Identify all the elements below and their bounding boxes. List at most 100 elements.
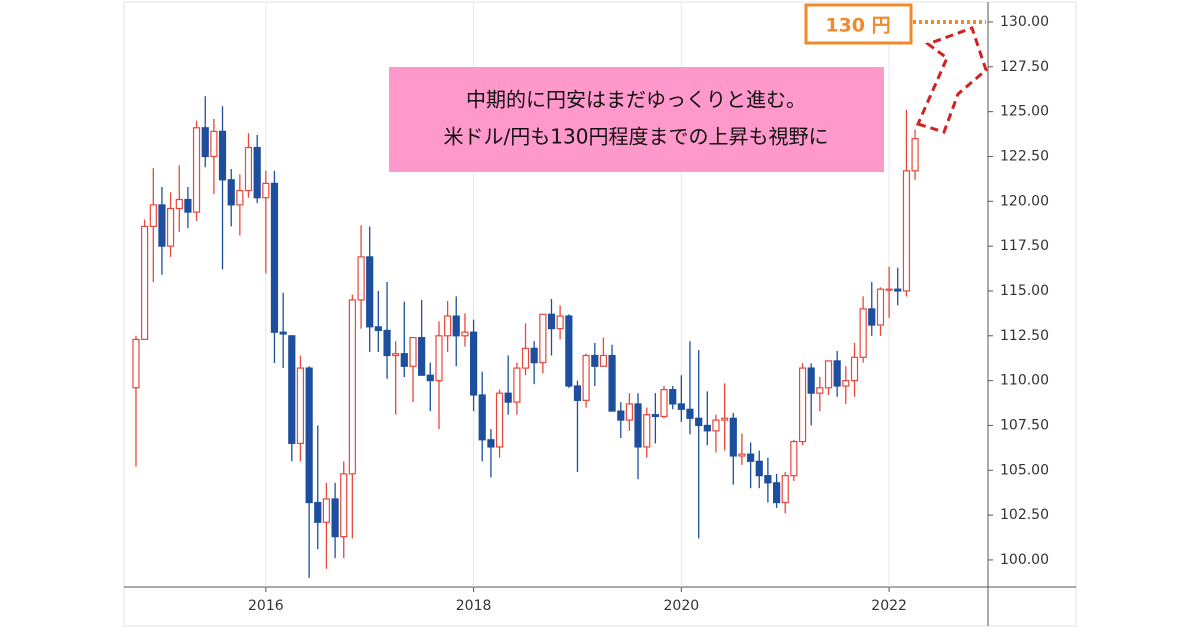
candle-body: [270, 182, 279, 333]
candle-body: [617, 410, 625, 421]
candle-body: [798, 367, 807, 443]
candle-body: [911, 137, 919, 172]
candle-body: [495, 392, 504, 448]
candle-body: [288, 335, 296, 444]
candle-body: [322, 498, 330, 523]
y-tick-label: 127.50: [1000, 59, 1049, 75]
candle-body: [530, 347, 538, 364]
candle-body: [781, 475, 789, 504]
y-tick-label: 117.50: [1000, 238, 1049, 254]
candle-body: [773, 482, 781, 504]
candle-body: [790, 440, 798, 477]
note-line: 中期的に円安はまだゆっくりと進む。: [466, 88, 806, 112]
candle-body: [140, 225, 149, 340]
candle-body: [703, 424, 711, 432]
candle-body: [712, 419, 720, 432]
candle-body: [738, 453, 746, 457]
candle-body: [279, 331, 287, 335]
target-box: [804, 3, 913, 45]
candle-body: [842, 380, 850, 387]
candle-body: [868, 308, 876, 326]
arrow: [915, 26, 988, 134]
candle-body: [608, 354, 616, 412]
candle-body: [669, 388, 677, 405]
candle-body: [314, 501, 322, 523]
candle-body: [816, 387, 824, 394]
candle-body: [305, 367, 313, 504]
candle-body: [850, 356, 859, 382]
candle-body: [348, 299, 356, 475]
candle-body: [824, 360, 833, 389]
candle-body: [747, 453, 755, 462]
candle-body: [366, 256, 374, 328]
candle-body: [210, 130, 218, 158]
x-tick-label: 2018: [456, 598, 492, 614]
y-tick-label: 107.50: [1000, 417, 1049, 433]
candle-body: [591, 354, 599, 367]
candle-body: [192, 127, 201, 213]
y-tick-label: 102.50: [1000, 507, 1049, 523]
candle-body: [582, 354, 590, 401]
y-tick-label: 110.00: [1000, 373, 1049, 389]
candle-body: [599, 354, 608, 367]
candle-body: [487, 439, 495, 448]
candle-body: [392, 353, 400, 357]
candle-body: [184, 198, 192, 213]
candle-body: [296, 367, 305, 444]
candle-body: [521, 347, 530, 369]
candle-body: [418, 336, 426, 376]
candle-body: [651, 414, 659, 418]
candle-body: [175, 198, 183, 210]
candle-body: [660, 388, 668, 418]
y-tick-label: 115.00: [1000, 283, 1049, 299]
candle-body: [452, 315, 460, 337]
candle-body: [643, 414, 651, 448]
candle-body: [253, 146, 261, 199]
candle-body: [149, 204, 157, 228]
candle-body: [755, 460, 763, 477]
candle-body: [859, 308, 867, 358]
candle-body: [374, 326, 382, 332]
candle-body: [469, 331, 478, 396]
y-tick-label: 130.00: [1000, 14, 1049, 30]
candle-body: [400, 353, 408, 367]
candle-body: [539, 313, 547, 364]
candle-body: [383, 329, 391, 357]
candle-body: [201, 127, 209, 158]
note-line: 米ドル/円も130円程度までの上昇も視野に: [444, 125, 829, 149]
candle-body: [444, 315, 452, 337]
candle-body: [902, 170, 911, 292]
candle-body: [158, 204, 166, 247]
candle-body: [565, 315, 573, 387]
candle-body: [876, 288, 885, 326]
candle-body: [625, 403, 634, 421]
x-tick-label: 2022: [871, 598, 907, 614]
candle-body: [227, 179, 235, 206]
y-tick-label: 112.50: [1000, 328, 1049, 344]
candle-body: [331, 498, 339, 538]
candle-body: [132, 338, 140, 389]
target-label: 130 円: [825, 15, 890, 37]
candle-body: [357, 256, 365, 301]
candle-body: [721, 417, 729, 421]
y-tick-label: 105.00: [1000, 462, 1049, 478]
candle-body: [556, 315, 564, 330]
candle-body: [435, 335, 443, 382]
candle-body: [764, 475, 772, 484]
x-tick-label: 2020: [664, 598, 700, 614]
candle-body: [894, 288, 902, 292]
candle-body: [513, 367, 521, 403]
x-tick-label: 2016: [248, 598, 284, 614]
y-tick-label: 120.00: [1000, 193, 1049, 209]
candle-body: [833, 360, 841, 387]
y-tick-label: 122.50: [1000, 148, 1049, 164]
note-box: [389, 67, 884, 172]
candle-body: [695, 417, 703, 427]
candle-body: [340, 473, 348, 538]
y-tick-label: 100.00: [1000, 552, 1049, 568]
candle-body: [409, 336, 417, 367]
candle-body: [504, 392, 512, 403]
candle-body: [426, 374, 434, 382]
